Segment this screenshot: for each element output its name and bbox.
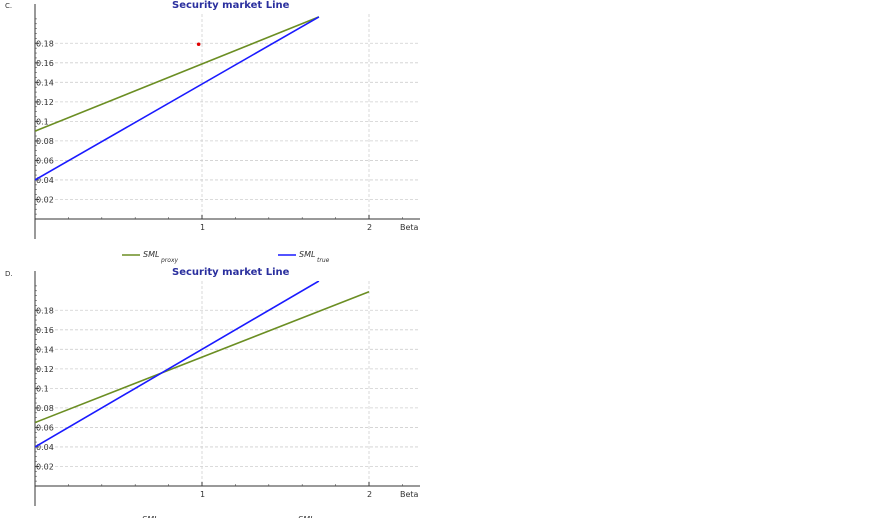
y-tick-label: 0.12 (36, 98, 54, 107)
y-tick-label: 0.16 (36, 326, 54, 335)
series-line-sml-proxy (35, 16, 320, 132)
legend-label: SML (143, 250, 159, 259)
y-tick-label: 0.04 (36, 443, 54, 452)
y-tick-label: 0.16 (36, 59, 54, 68)
y-tick-label: 0.02 (36, 195, 54, 204)
chart-d-title: Security market Line (172, 267, 290, 278)
chart-c-title: Security market Line (172, 0, 290, 11)
series-line-sml-proxy (35, 290, 370, 424)
chart-0: 0.02 0.04 0.06 0.08 0.1 0.12 0.14 0.16 0.18 1 2 Bet… (34, 4, 420, 264)
x-tick-label: 2 (367, 223, 372, 232)
y-tick-label: 0.04 (36, 176, 54, 185)
y-tick-label: 0.08 (36, 137, 54, 146)
y-tick-label: 0.06 (36, 423, 54, 432)
x-axis-label: Beta (400, 223, 419, 232)
chart-1: 0.02 0.04 0.06 0.08 0.1 0.12 0.14 0.16 0.18 1 2 Bet… (34, 271, 420, 518)
y-tick-label: 0.1 (36, 384, 49, 393)
y-tick-label: 0.02 (36, 462, 54, 471)
y-tick-label: 0.18 (36, 306, 54, 315)
y-tick-label: 0.08 (36, 404, 54, 413)
panel-d-label: D. (5, 270, 13, 278)
y-tick-label: 0.14 (36, 78, 54, 87)
legend-subscript: proxy (160, 257, 178, 264)
legend-subscript: true (317, 257, 330, 264)
y-tick-label: 0.12 (36, 365, 54, 374)
legend-label: SML (299, 250, 315, 259)
legend-label: SML (142, 515, 158, 518)
y-tick-label: 0.06 (36, 156, 54, 165)
series-line-sml-true (35, 16, 320, 181)
data-point (196, 42, 201, 47)
y-tick-label: 0.1 (36, 117, 49, 126)
x-tick-label: 1 (200, 223, 205, 232)
x-tick-label: 1 (200, 490, 205, 499)
y-tick-label: 0.18 (36, 39, 54, 48)
y-tick-label: 0.14 (36, 345, 54, 354)
panel-c-label: C. (5, 2, 13, 10)
x-tick-label: 2 (367, 490, 372, 499)
x-axis-label: Beta (400, 490, 419, 499)
series-line-sml-true (35, 281, 320, 448)
legend-label: SML (298, 515, 314, 518)
